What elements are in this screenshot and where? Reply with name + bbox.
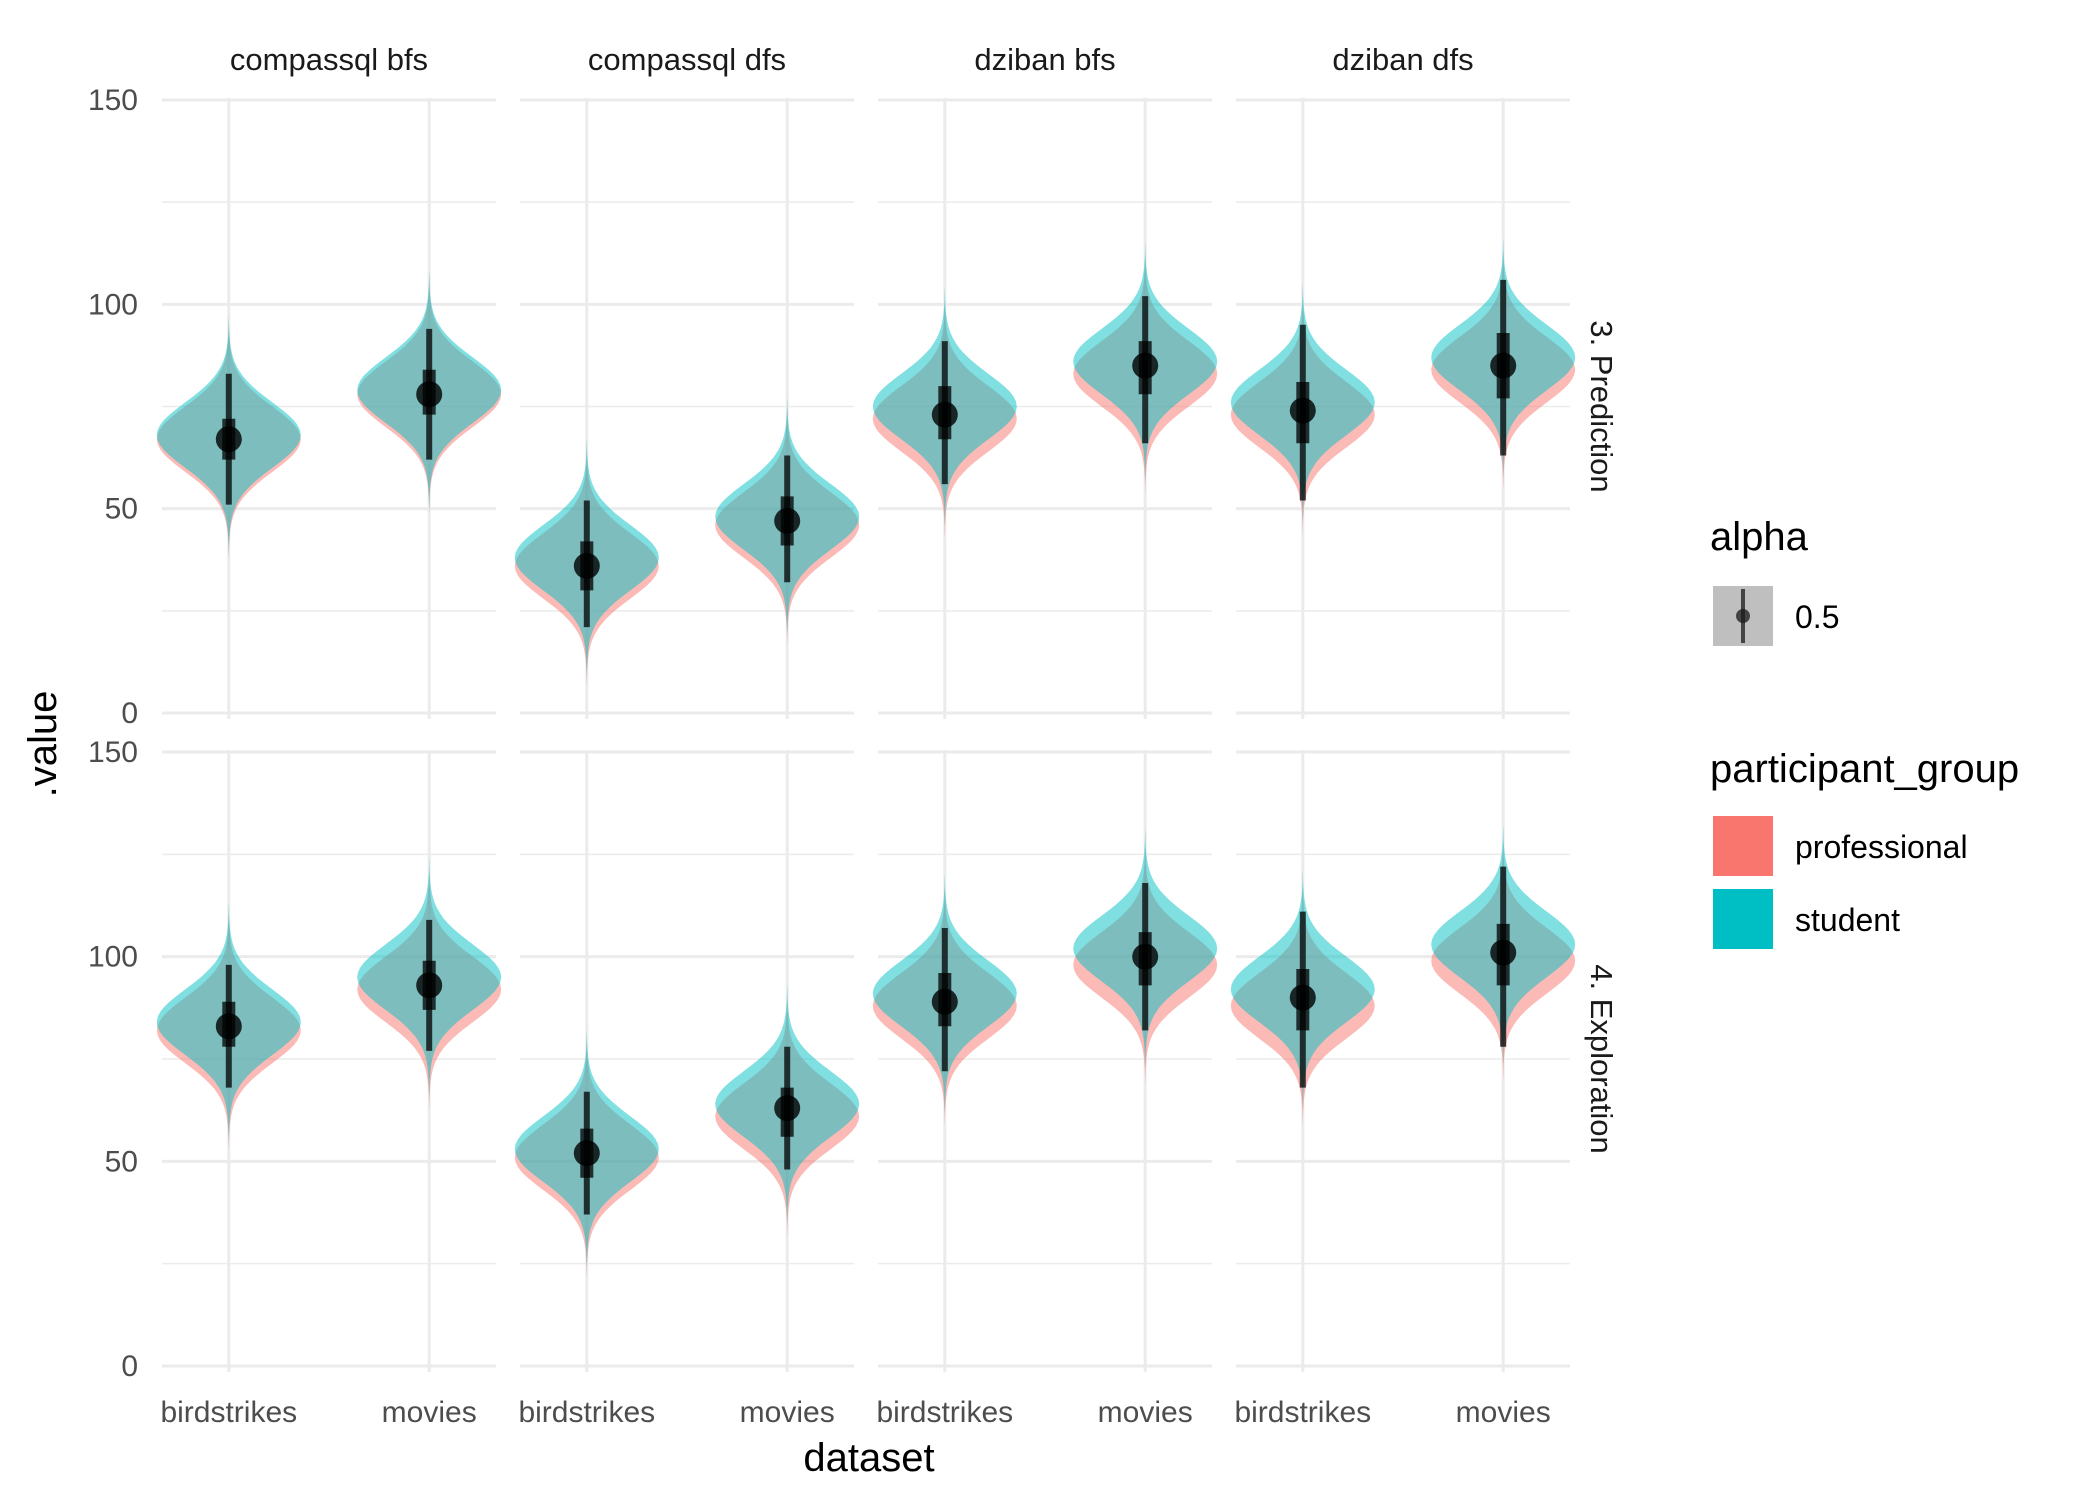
- median-point-movies: [1490, 352, 1517, 379]
- median-point-movies: [1132, 352, 1159, 379]
- legend-swatch-student: [1713, 889, 1773, 949]
- y-tick-label: 150: [88, 84, 138, 117]
- facet-panel-4-exploration-compassql-dfs: [514, 750, 860, 1372]
- x-axis-tick-labels: birdstrikes movies birdstrikes movies birdst…: [160, 1396, 1550, 1429]
- legend-fill-title: participant_group: [1710, 747, 2019, 791]
- column-strip-label: compassql bfs: [230, 42, 428, 77]
- facet-strip-labels: 3. Prediction 4. Exploration compassql bfs…: [230, 42, 1619, 1154]
- x-tick-label: birdstrikes: [160, 1396, 297, 1429]
- median-point-birdstrikes: [931, 401, 958, 428]
- y-tick-label: 150: [88, 736, 138, 769]
- x-tick-label: movies: [1456, 1396, 1551, 1429]
- median-point-birdstrikes: [931, 988, 958, 1015]
- y-tick-label: 0: [121, 697, 138, 730]
- facet-panel-4-exploration-dziban-bfs: [872, 750, 1218, 1372]
- median-point-movies: [416, 381, 443, 408]
- median-point-movies: [774, 1095, 801, 1122]
- x-tick-label: movies: [740, 1396, 835, 1429]
- facet-panel-3-prediction-dziban-dfs: [1230, 98, 1576, 719]
- x-tick-label: birdstrikes: [518, 1396, 655, 1429]
- facet-panel-4-exploration-compassql-bfs: [156, 750, 502, 1372]
- row-strip-label: 3. Prediction: [1584, 320, 1619, 492]
- x-tick-label: birdstrikes: [876, 1396, 1013, 1429]
- column-strip-label: compassql dfs: [588, 42, 786, 77]
- facet-panel-3-prediction-dziban-bfs: [872, 98, 1218, 719]
- legend-label-professional: professional: [1795, 829, 1968, 865]
- median-point-birdstrikes: [215, 426, 242, 453]
- y-tick-label: 100: [88, 941, 138, 974]
- x-tick-label: movies: [382, 1396, 477, 1429]
- y-tick-label: 0: [121, 1350, 138, 1383]
- legend-swatch-professional: [1713, 816, 1773, 876]
- facet-panel-3-prediction-compassql-bfs: [156, 98, 502, 719]
- row-strip-label: 4. Exploration: [1584, 964, 1619, 1154]
- facet-panels: [156, 98, 1576, 1372]
- column-strip-label: dziban dfs: [1332, 42, 1473, 77]
- median-point-movies: [1132, 943, 1159, 970]
- median-point-movies: [774, 507, 801, 534]
- legend-alpha-title: alpha: [1710, 515, 1809, 559]
- x-tick-label: birdstrikes: [1234, 1396, 1371, 1429]
- median-point-birdstrikes: [1289, 984, 1316, 1011]
- legend-label-student: student: [1795, 902, 1900, 938]
- y-axes: 0 50 100 150 0 50 100 150: [88, 84, 138, 1383]
- median-point-birdstrikes: [215, 1013, 242, 1040]
- y-tick-label: 100: [88, 288, 138, 321]
- facet-panel-3-prediction-compassql-dfs: [514, 98, 860, 719]
- median-point-birdstrikes: [573, 552, 600, 579]
- median-point-movies: [1490, 939, 1517, 966]
- y-tick-label: 50: [105, 1145, 138, 1178]
- facet-panel-4-exploration-dziban-dfs: [1230, 750, 1576, 1372]
- median-point-birdstrikes: [573, 1140, 600, 1167]
- x-axis-title: dataset: [803, 1436, 934, 1480]
- legend: alpha 0.5 participant_group professional…: [1710, 515, 2019, 949]
- legend-alpha-label: 0.5: [1795, 599, 1839, 635]
- median-point-movies: [416, 972, 443, 999]
- y-axis-title: .value: [21, 691, 65, 798]
- y-tick-label: 50: [105, 493, 138, 526]
- legend-alpha-key-point: [1736, 609, 1750, 623]
- x-tick-label: movies: [1098, 1396, 1193, 1429]
- column-strip-label: dziban bfs: [974, 42, 1115, 77]
- median-point-birdstrikes: [1289, 397, 1316, 424]
